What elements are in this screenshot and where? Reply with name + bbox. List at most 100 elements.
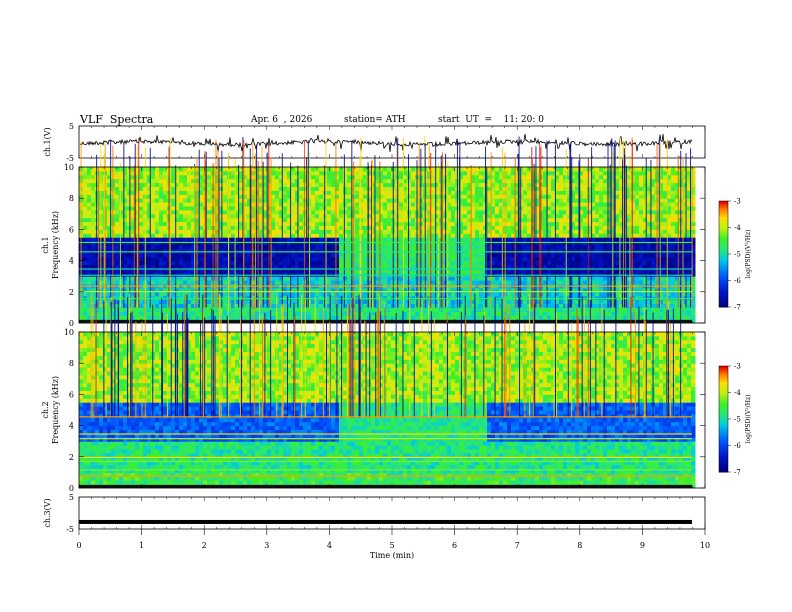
spectrogram-cell — [299, 245, 304, 250]
spectrogram-cell — [191, 311, 196, 316]
spectrogram-cell — [87, 237, 92, 242]
spectrogram-cell — [551, 217, 556, 223]
spectrogram-cell — [139, 268, 144, 273]
spectrogram-cell — [547, 260, 552, 265]
spectrogram-cell — [179, 170, 184, 176]
spectrogram-cell — [215, 256, 220, 262]
spectrogram-cell — [255, 272, 260, 277]
spectrogram-cell — [507, 256, 512, 262]
spectrogram-cell — [95, 299, 100, 304]
spectrogram-cell — [355, 198, 360, 203]
spectrogram-cell — [83, 264, 88, 269]
spectrogram-cell — [127, 225, 132, 230]
spectrogram-cell — [475, 229, 480, 234]
spectrogram-cell — [263, 167, 268, 172]
spectrogram-cell — [551, 221, 556, 226]
spectrogram-cell — [163, 245, 168, 250]
spectrogram-cell — [291, 276, 296, 281]
spectrogram-cell — [279, 186, 284, 191]
spectrogram-cell — [107, 276, 112, 281]
spectrogram-cell — [551, 276, 556, 281]
spectrogram-cell — [175, 256, 180, 262]
spectrogram-cell — [559, 256, 564, 262]
spectrogram-cell — [547, 167, 552, 172]
spectrogram-cell — [519, 182, 524, 187]
spectrogram-cell — [183, 315, 188, 320]
spectrogram-cell — [331, 260, 336, 265]
spectrogram-cell — [343, 221, 348, 226]
spectrogram-cell — [375, 186, 380, 191]
spectrogram-cell — [123, 198, 128, 203]
spectrogram-cell — [227, 178, 232, 184]
spectrogram-cell — [127, 182, 132, 187]
spectrogram-cell — [291, 182, 296, 187]
spectrogram-cell — [511, 198, 516, 203]
spectrogram-cell — [115, 315, 120, 320]
spectrogram-cell — [567, 315, 572, 320]
spectrogram-cell — [371, 245, 376, 250]
spectrogram-cell — [207, 248, 212, 254]
spectrogram-cell — [243, 170, 248, 176]
spectrogram-cell — [563, 295, 568, 301]
spectrogram-cell — [299, 280, 304, 285]
spectrogram-cell — [463, 245, 468, 250]
spectrogram-cell — [527, 217, 532, 223]
spectrogram-cell — [491, 256, 496, 262]
spectrogram-cell — [543, 174, 548, 180]
spectrogram-cell — [375, 170, 380, 176]
spectrogram-cell — [91, 206, 96, 211]
spectrogram-cell — [451, 299, 456, 304]
spectrogram-cell — [435, 311, 440, 316]
spectrogram-cell — [547, 268, 552, 273]
spectrogram-cell — [95, 256, 100, 262]
spectrogram-cell — [563, 229, 568, 234]
spectrogram-cell — [367, 209, 372, 215]
spectrogram-cell — [95, 264, 100, 269]
spectrogram-cell — [191, 170, 196, 176]
spectrogram-cell — [507, 182, 512, 187]
spectrogram-cell — [287, 295, 292, 301]
spectrogram-cell — [447, 241, 452, 246]
spectrogram-cell — [375, 178, 380, 184]
spectrogram-cell — [107, 174, 112, 180]
spectrogram-cell — [495, 311, 500, 316]
spectrogram-cell — [403, 241, 408, 246]
spectrogram-cell — [527, 229, 532, 234]
spectrogram-cell — [467, 303, 472, 308]
spectrogram-cell — [147, 268, 152, 273]
spectrogram-cell — [551, 237, 556, 242]
spectrogram-cell — [227, 315, 232, 320]
spectrogram-cell — [119, 245, 124, 250]
spectrogram-cell — [163, 174, 168, 180]
spectrogram-cell — [303, 213, 308, 219]
spectrogram-cell — [255, 229, 260, 234]
spectrogram-cell — [335, 233, 340, 238]
spectrogram-cell — [311, 315, 316, 320]
spectrogram-cell — [491, 248, 496, 254]
spectrogram-cell — [475, 190, 480, 195]
spectrogram-cell — [371, 248, 376, 254]
spectrogram-cell — [435, 170, 440, 176]
spectrogram-cell — [191, 167, 196, 172]
spectrogram-cell — [171, 315, 176, 320]
spectrogram-cell — [559, 217, 564, 223]
spectrogram-cell — [519, 221, 524, 226]
spectrogram-cell — [499, 170, 504, 176]
spectrogram-cell — [551, 209, 556, 215]
spectrogram-cell — [507, 213, 512, 219]
spectrogram-cell — [551, 198, 556, 203]
spectrogram-cell — [479, 190, 484, 195]
spectrogram-cell — [91, 260, 96, 265]
spectrogram-cell — [387, 248, 392, 254]
spectrogram-cell — [323, 202, 328, 207]
spectrogram-cell — [459, 268, 464, 273]
spectrogram-cell — [227, 209, 232, 215]
spectrogram-cell — [431, 198, 436, 203]
spectrogram-cell — [531, 295, 536, 301]
spectrogram-cell — [219, 186, 224, 191]
spectrogram-cell — [131, 198, 136, 203]
spectrogram-cell — [235, 206, 240, 211]
spectrogram-cell — [287, 202, 292, 207]
spectrogram-cell — [279, 170, 284, 176]
spectrogram-cell — [151, 241, 156, 246]
